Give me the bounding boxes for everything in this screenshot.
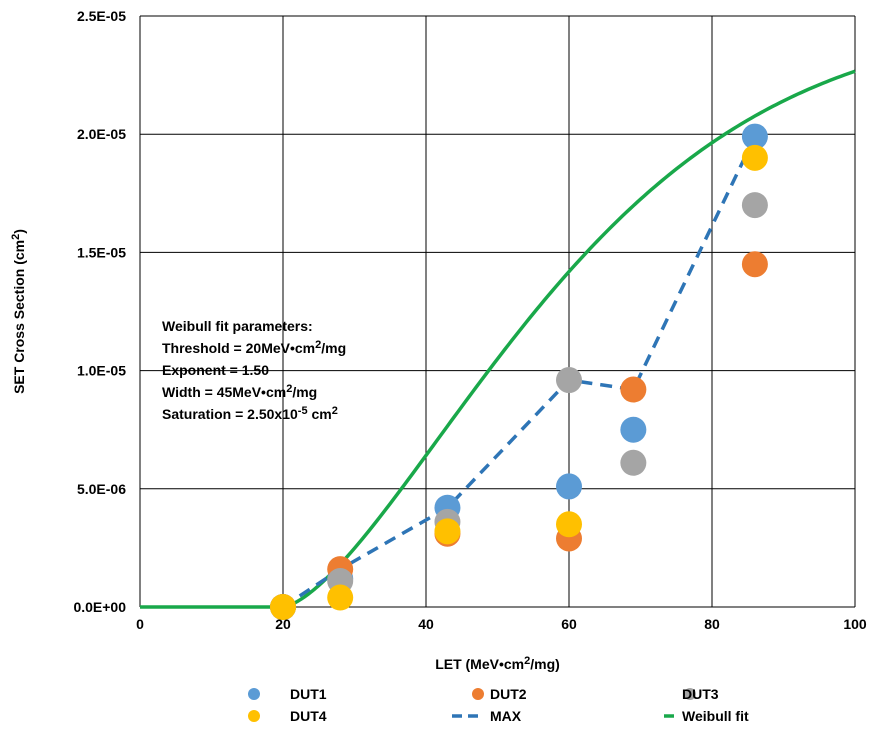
legend-dut3-label: DUT3 (682, 686, 719, 702)
dut4-point (434, 518, 461, 545)
x-tick-label: 0 (136, 616, 144, 632)
dut1-point (620, 416, 647, 443)
x-axis-title: LET (MeV•cm2/mg) (435, 655, 560, 672)
x-tick-label: 60 (561, 616, 577, 632)
annotation-line: Exponent = 1.50 (162, 362, 269, 378)
marker-series (270, 123, 768, 620)
legend: DUT1 DUT2 DUT3 DUT4 MAX Weibull fit (248, 686, 749, 724)
x-tick-label: 80 (704, 616, 720, 632)
legend-dut3-marker (684, 688, 696, 700)
legend-dut1-marker (248, 688, 260, 700)
annotation-line: Width = 45MeV•cm2/mg (162, 383, 317, 400)
dut1-point (556, 473, 582, 500)
x-tick-label: 40 (418, 616, 434, 632)
y-tick-label: 2.0E-05 (77, 126, 126, 142)
x-tick-label: 20 (275, 616, 291, 632)
legend-weibull-fit-label: Weibull fit (682, 708, 749, 724)
dut2-point (741, 251, 768, 278)
dut4-point (556, 511, 582, 538)
weibull-fit-series (140, 69, 856, 609)
dut4-point (327, 584, 354, 611)
dut3-point (556, 367, 582, 394)
y-tick-label: 2.5E-05 (77, 8, 126, 24)
legend-dut4-label: DUT4 (290, 708, 327, 724)
legend-dut2-marker (472, 688, 484, 700)
y-tick-label: 1.0E-05 (77, 363, 126, 379)
tick-labels: 0 20 40 60 80 100 0.0E+00 5.0E-06 1.0E-05 1.5E-05… (73, 8, 866, 632)
dut4-point (270, 594, 296, 620)
dut3-point (741, 192, 768, 219)
dut4-point (741, 144, 768, 171)
annotation-line: Threshold = 20MeV•cm2/mg (162, 339, 346, 356)
max-line (282, 135, 757, 609)
max-series (282, 135, 757, 609)
dut2-point (620, 376, 647, 403)
dut1-point (741, 123, 768, 150)
weibull-fit-line (140, 69, 856, 609)
grid (139, 15, 856, 608)
x-tick-label: 100 (843, 616, 867, 632)
axis-titles: LET (MeV•cm2/mg) SET Cross Section (cm2) (10, 229, 560, 672)
legend-dut1-label: DUT1 (290, 686, 327, 702)
dut3-point (620, 449, 647, 476)
fit-parameters-annotation: Weibull fit parameters: Threshold = 20MeV… (162, 318, 346, 422)
legend-max-label: MAX (490, 708, 522, 724)
y-tick-label: 0.0E+00 (73, 599, 126, 615)
legend-dut2-label: DUT2 (490, 686, 527, 702)
legend-dut4-marker (248, 710, 260, 722)
y-tick-label: 1.5E-05 (77, 244, 126, 260)
annotation-line: Saturation = 2.50x10-5 cm2 (162, 405, 338, 422)
y-tick-label: 5.0E-06 (77, 481, 126, 497)
y-axis-title: SET Cross Section (cm2) (10, 229, 27, 394)
annotation-line: Weibull fit parameters: (162, 318, 313, 334)
